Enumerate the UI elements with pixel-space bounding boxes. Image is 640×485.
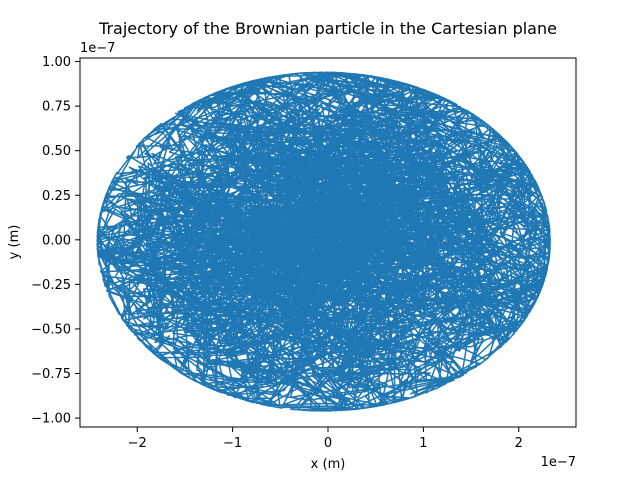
y-axis-label: y (m): [7, 225, 22, 260]
y-tick-label: −0.75: [31, 367, 71, 382]
y-tick-label: 0.25: [42, 189, 71, 204]
y-offset-text: 1e−7: [80, 41, 115, 56]
y-tick-label: −0.50: [31, 322, 71, 337]
trajectory-line: [96, 71, 551, 412]
y-tick-label: 1.00: [42, 55, 71, 70]
x-tick-label: 2: [515, 436, 523, 451]
x-tick-label: −2: [128, 436, 147, 451]
x-axis-label: x (m): [311, 457, 346, 472]
x-tick-label: 1: [419, 436, 427, 451]
y-tick-label: −1.00: [31, 412, 71, 427]
x-axis-ticks: −2 −1 0 1 2: [128, 427, 523, 451]
x-offset-text: 1e−7: [541, 455, 576, 470]
series-layer: [96, 71, 551, 412]
y-tick-label: 0.50: [42, 144, 71, 159]
y-axis-ticks: −1.00 −0.75 −0.50 −0.25 0.00 0.25 0.50 0.75 1.00: [31, 55, 80, 427]
x-tick-label: 0: [324, 436, 332, 451]
chart-title: Trajectory of the Brownian particle in t…: [98, 19, 557, 38]
x-tick-label: −1: [223, 436, 242, 451]
y-tick-label: 0.75: [42, 100, 71, 115]
y-tick-label: −0.25: [31, 278, 71, 293]
y-tick-label: 0.00: [42, 233, 71, 248]
